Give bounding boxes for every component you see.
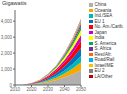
svg-text:2,000: 2,000: [8, 51, 12, 56]
html-text:EU 1: EU 1: [94, 18, 105, 24]
svg-text:3,000: 3,000: [8, 35, 12, 40]
html-text:No. Am./Carib.: No. Am./Carib.: [94, 24, 124, 29]
html-text:China: China: [94, 2, 107, 7]
html-text:Oceania: Oceania: [94, 7, 112, 13]
svg-text:2010: 2010: [10, 87, 21, 92]
svg-text:0: 0: [9, 83, 12, 88]
svg-text:1,000: 1,000: [8, 67, 12, 72]
html-text:Ind./SEA: Ind./SEA: [94, 13, 113, 18]
svg-text:4,000: 4,000: [8, 19, 12, 24]
html-text:Japan: Japan: [94, 29, 107, 35]
html-text:S. America: S. America: [94, 40, 117, 46]
svg-text:2020: 2020: [26, 87, 37, 92]
svg-text:2050: 2050: [76, 87, 87, 92]
html-text:India: India: [94, 35, 105, 40]
html-text:LA/Other: LA/Other: [94, 73, 113, 79]
html-text:Israel/ME: Israel/ME: [94, 62, 114, 68]
html-text:EU 2: EU 2: [94, 68, 105, 73]
html-text:Rest/Afr.: Rest/Afr.: [94, 51, 112, 57]
svg-text:2040: 2040: [59, 87, 70, 92]
html-text:Gigawatts: Gigawatts: [2, 0, 27, 6]
svg-text:2030: 2030: [43, 87, 54, 92]
html-text:S. Africa: S. Africa: [94, 46, 112, 51]
html-text:Road/Rail: Road/Rail: [94, 57, 115, 62]
